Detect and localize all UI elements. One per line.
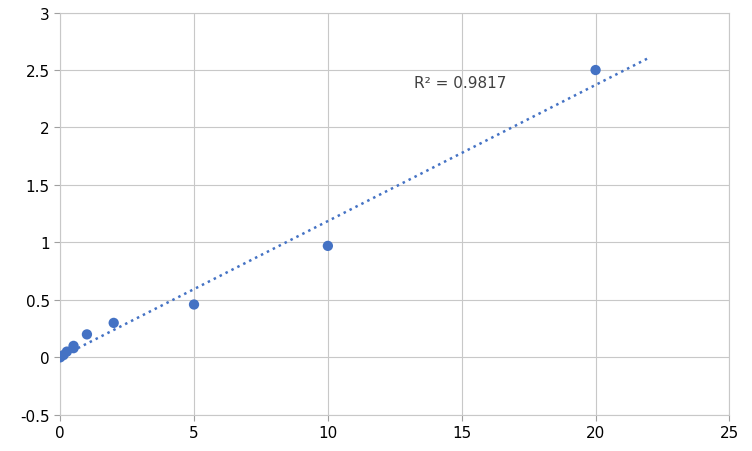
Point bbox=[57, 352, 69, 359]
Point bbox=[68, 345, 80, 352]
Text: R² = 0.9817: R² = 0.9817 bbox=[414, 76, 506, 91]
Point bbox=[81, 331, 93, 338]
Point bbox=[188, 301, 200, 308]
Point bbox=[61, 348, 73, 355]
Point bbox=[590, 67, 602, 74]
Point bbox=[322, 243, 334, 250]
Point bbox=[108, 320, 120, 327]
Point bbox=[68, 342, 80, 350]
Point bbox=[54, 354, 66, 361]
